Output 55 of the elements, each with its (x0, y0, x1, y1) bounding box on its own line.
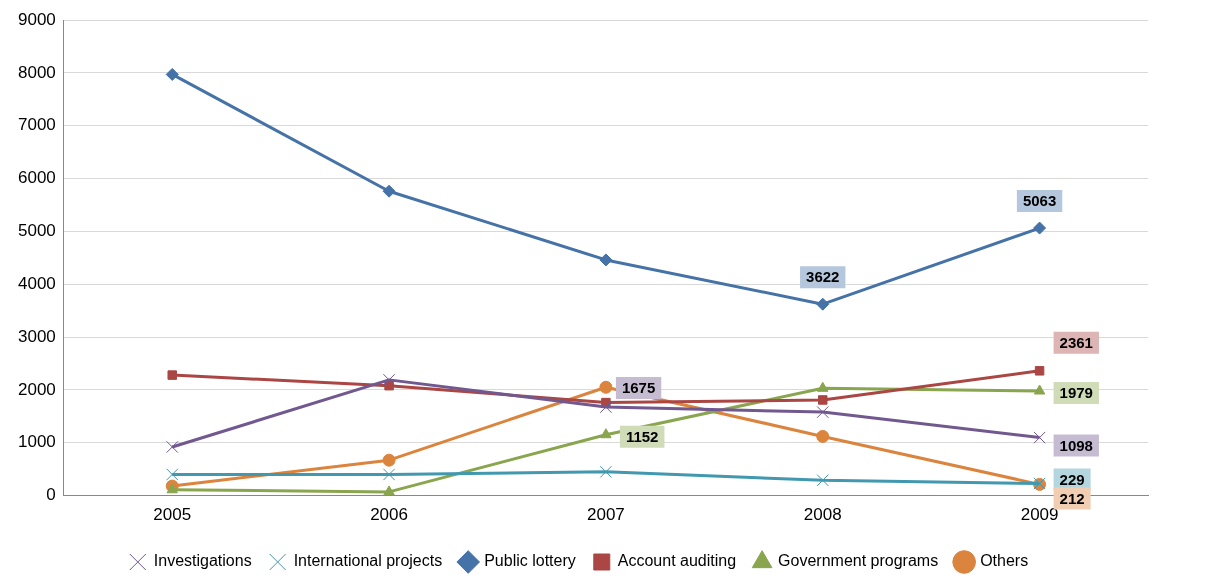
point (816, 474, 829, 487)
data-label: 5063 (1022, 192, 1057, 210)
legend-label: Account auditing (617, 552, 737, 570)
point (167, 370, 177, 380)
point (166, 440, 179, 454)
point (166, 483, 178, 494)
data-label: 212 (1059, 489, 1085, 507)
data-label: 2361 (1059, 333, 1093, 351)
point (599, 253, 613, 267)
data-label: 1675 (621, 379, 656, 397)
point (816, 405, 829, 419)
point (818, 395, 828, 405)
data-label: 1979 (1059, 384, 1093, 402)
point (382, 184, 396, 198)
point (382, 468, 396, 481)
point (382, 453, 396, 467)
point (1033, 431, 1046, 444)
y-tick-label: 0 (46, 485, 56, 505)
point (817, 381, 829, 392)
data-label: 1152 (625, 427, 659, 445)
point (1033, 384, 1046, 395)
point (599, 400, 613, 414)
point (383, 485, 395, 496)
legend-label: International projects (293, 552, 443, 570)
legend-label: Government programs (778, 552, 939, 570)
y-tick-label: 1000 (17, 432, 56, 452)
legend-label: Public lottery (484, 552, 576, 570)
point (1033, 221, 1047, 235)
y-tick-label: 7000 (17, 115, 56, 135)
data-label: 229 (1059, 470, 1085, 488)
y-tick-label: 2000 (17, 379, 56, 399)
point (816, 297, 830, 311)
data-label: 3622 (806, 268, 840, 286)
point (166, 468, 179, 481)
y-tick-label: 4000 (17, 273, 56, 293)
x-tick-label: 2007 (587, 505, 625, 525)
y-tick-label: 3000 (17, 326, 56, 346)
point (382, 373, 396, 387)
y-tick-label: 6000 (17, 168, 56, 188)
y-tick-label: 8000 (17, 62, 56, 82)
x-tick-label: 2005 (153, 505, 192, 525)
y-tick-label: 9000 (17, 9, 56, 29)
y-tick-label: 5000 (17, 221, 56, 241)
point (165, 67, 179, 81)
x-tick-label: 2006 (370, 505, 408, 525)
x-tick-label: 2009 (1020, 505, 1059, 525)
legend-label: Investigations (153, 552, 252, 570)
point (600, 428, 612, 439)
point (599, 465, 613, 478)
legend-label: Others (980, 552, 1029, 570)
point (1034, 366, 1045, 376)
point (599, 380, 613, 394)
point (816, 429, 830, 443)
x-tick-label: 2008 (803, 505, 842, 525)
data-label: 1098 (1059, 436, 1093, 454)
